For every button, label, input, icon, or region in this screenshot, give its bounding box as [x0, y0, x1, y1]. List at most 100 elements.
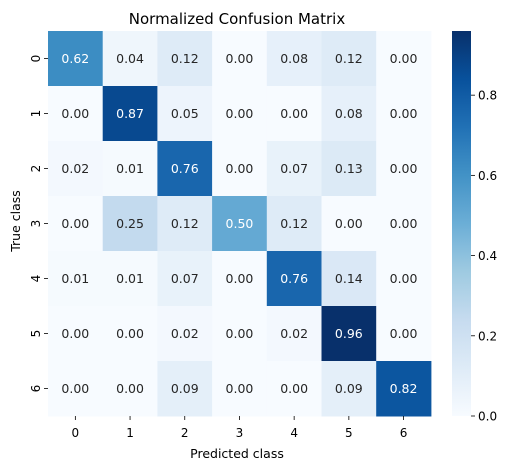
heatmap-cell	[376, 31, 432, 87]
x-axis-ticks: 0 1 2 3 4 5 6	[72, 416, 408, 440]
colorbar-ticks: 0.0 0.2 0.4 0.6 0.8	[471, 89, 497, 424]
colorbar-tick-label: 0.6	[478, 169, 497, 183]
colorbar-tick-label: 0.8	[478, 89, 497, 103]
cell-value-label: 0.87	[116, 106, 144, 121]
heatmap-cell	[157, 141, 213, 197]
cell-value-label: 0.00	[226, 51, 254, 66]
heatmap-cell	[157, 361, 213, 417]
y-tick-label: 1	[29, 110, 43, 118]
heatmap-cell	[48, 361, 104, 417]
colorbar-tick-label: 0.0	[478, 410, 497, 424]
heatmap-cell	[102, 251, 158, 307]
heatmap-cell	[321, 251, 377, 307]
y-tick-label: 5	[29, 330, 43, 338]
cell-value-label: 0.12	[171, 51, 199, 66]
cell-labels: 0.62 0.04 0.12 0.00 0.08 0.12 0.00 0.00 0.87 0.05…	[61, 51, 417, 396]
colorbar-gradient	[452, 31, 471, 416]
heatmap-cell	[266, 86, 322, 142]
y-tick-label: 6	[29, 385, 43, 393]
cell-value-label: 0.00	[61, 326, 89, 341]
y-tick-label: 2	[29, 165, 43, 173]
heatmap-cell	[102, 31, 158, 87]
heatmap-cell	[266, 306, 322, 362]
x-tick-label: 1	[126, 426, 134, 440]
heatmap-cell	[48, 86, 104, 142]
heatmap-cell	[266, 141, 322, 197]
cell-value-label: 0.01	[116, 271, 144, 286]
heatmap-cell	[266, 196, 322, 252]
cell-value-label: 0.12	[171, 216, 199, 231]
cell-value-label: 0.05	[171, 106, 199, 121]
heatmap-cell	[321, 141, 377, 197]
cell-value-label: 0.62	[61, 51, 89, 66]
cell-value-label: 0.00	[61, 216, 89, 231]
cell-value-label: 0.00	[280, 106, 308, 121]
y-tick-label: 0	[29, 55, 43, 63]
cell-value-label: 0.01	[61, 271, 89, 286]
heatmap-cell	[321, 361, 377, 417]
heatmap-cell	[157, 86, 213, 142]
cell-value-label: 0.96	[335, 326, 363, 341]
heatmap-cell	[48, 251, 104, 307]
cell-value-label: 0.09	[171, 381, 199, 396]
cell-value-label: 0.00	[116, 326, 144, 341]
heatmap-cell	[48, 306, 104, 362]
heatmap-cell	[48, 196, 104, 252]
heatmap-cell	[212, 86, 268, 142]
colorbar-tick-label: 0.2	[478, 329, 497, 343]
cell-value-label: 0.25	[116, 216, 144, 231]
heatmap-cell	[157, 306, 213, 362]
colorbar: 0.0 0.2 0.4 0.6 0.8	[452, 31, 497, 424]
cell-value-label: 0.00	[226, 161, 254, 176]
cell-value-label: 0.82	[390, 381, 418, 396]
cell-value-label: 0.08	[335, 106, 363, 121]
heatmap-cell	[212, 141, 268, 197]
heatmap-cell	[102, 141, 158, 197]
y-axis-ticks: 0 1 2 3 4 5 6	[29, 55, 48, 393]
x-tick-label: 0	[72, 426, 80, 440]
heatmap-cell	[212, 361, 268, 417]
y-tick-label: 3	[29, 220, 43, 228]
heatmap-cell	[266, 31, 322, 87]
cell-value-label: 0.00	[390, 216, 418, 231]
cell-value-label: 0.12	[335, 51, 363, 66]
heatmap-cell	[102, 361, 158, 417]
heatmap-cell	[212, 196, 268, 252]
cell-value-label: 0.00	[390, 51, 418, 66]
colorbar-tick-label: 0.4	[478, 249, 497, 263]
cell-value-label: 0.00	[390, 271, 418, 286]
cell-value-label: 0.50	[226, 216, 254, 231]
x-tick-label: 3	[236, 426, 244, 440]
heatmap-cell	[321, 31, 377, 87]
y-tick-label: 4	[29, 275, 43, 283]
cell-value-label: 0.07	[171, 271, 199, 286]
heatmap-cell	[48, 31, 104, 87]
x-axis-label: Predicted class	[190, 446, 284, 461]
heatmap-cell	[376, 306, 432, 362]
heatmap-cells	[48, 31, 432, 417]
heatmap-cell	[376, 86, 432, 142]
x-tick-label: 4	[290, 426, 298, 440]
heatmap-cell	[212, 251, 268, 307]
cell-value-label: 0.02	[61, 161, 89, 176]
heatmap-cell	[376, 196, 432, 252]
heatmap-cell	[376, 251, 432, 307]
x-tick-label: 5	[345, 426, 353, 440]
heatmap-cell	[157, 251, 213, 307]
cell-value-label: 0.00	[226, 326, 254, 341]
y-axis-label: True class	[8, 190, 23, 253]
cell-value-label: 0.00	[280, 381, 308, 396]
cell-value-label: 0.02	[171, 326, 199, 341]
cell-value-label: 0.04	[116, 51, 144, 66]
heatmap-cell	[376, 141, 432, 197]
cell-value-label: 0.00	[226, 106, 254, 121]
cell-value-label: 0.00	[390, 161, 418, 176]
cell-value-label: 0.00	[61, 381, 89, 396]
heatmap-cell	[48, 141, 104, 197]
x-tick-label: 6	[400, 426, 408, 440]
heatmap-cell	[102, 196, 158, 252]
heatmap-cell	[212, 306, 268, 362]
cell-value-label: 0.00	[335, 216, 363, 231]
cell-value-label: 0.00	[116, 381, 144, 396]
